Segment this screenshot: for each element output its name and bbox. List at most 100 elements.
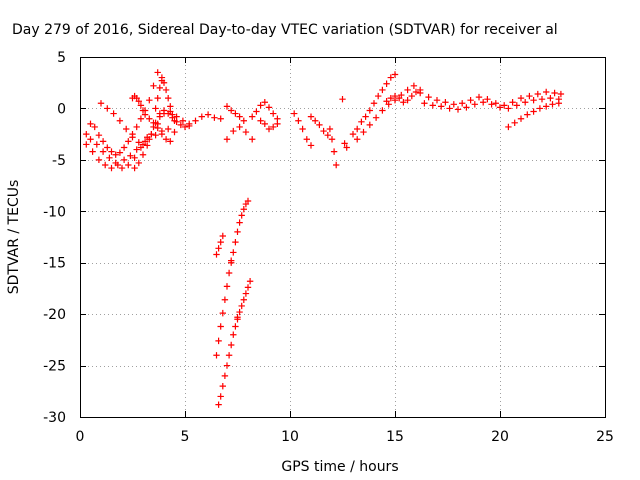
data-point xyxy=(154,124,161,132)
data-point xyxy=(152,105,159,112)
series-arc-v xyxy=(213,232,226,258)
data-point xyxy=(95,156,103,164)
data-point xyxy=(517,94,525,102)
y-tick-label: -30 xyxy=(43,410,66,426)
data-point xyxy=(144,134,151,141)
data-point xyxy=(137,102,145,109)
data-point xyxy=(162,86,170,94)
data-point xyxy=(95,131,103,139)
data-point xyxy=(404,86,411,94)
data-point xyxy=(417,89,424,97)
data-point xyxy=(488,101,495,108)
data-point xyxy=(144,142,151,149)
data-point xyxy=(501,102,508,109)
y-tick-label: -25 xyxy=(43,359,66,375)
data-point xyxy=(551,89,558,97)
data-point xyxy=(372,114,380,121)
data-point xyxy=(557,90,565,98)
data-point xyxy=(232,238,239,246)
data-point xyxy=(240,296,247,303)
data-point xyxy=(154,94,161,102)
series-arc-p xyxy=(349,71,399,138)
data-point xyxy=(429,102,436,109)
data-point xyxy=(509,99,516,106)
data-point xyxy=(158,130,166,138)
data-point xyxy=(244,197,252,205)
data-point xyxy=(270,123,277,131)
data-point xyxy=(480,99,487,106)
series-arc-b xyxy=(83,125,178,172)
data-point xyxy=(549,101,556,108)
data-point xyxy=(391,92,399,100)
data-point xyxy=(379,86,386,94)
data-point xyxy=(375,92,382,100)
data-point xyxy=(534,90,541,98)
axis-ticks xyxy=(80,57,606,418)
series-arc-f xyxy=(129,92,174,145)
data-point xyxy=(171,128,178,136)
data-point xyxy=(236,219,243,226)
data-point xyxy=(265,125,273,133)
x-tick-label: 25 xyxy=(596,429,614,445)
data-point xyxy=(223,283,231,290)
series-arc-x xyxy=(228,197,252,266)
x-tick-label: 10 xyxy=(281,429,299,445)
y-tick-label: 0 xyxy=(57,101,66,117)
x-tick-label: 15 xyxy=(386,429,404,445)
data-point xyxy=(83,130,90,138)
data-point xyxy=(383,80,390,87)
data-point xyxy=(316,121,323,129)
data-point xyxy=(146,115,153,122)
y-tick-labels: 5 0 -5 -10 -15 -20 -25 -30 xyxy=(43,50,66,426)
series-arc-m xyxy=(307,113,331,139)
data-point xyxy=(471,101,478,108)
data-point xyxy=(228,341,235,349)
data-point xyxy=(213,251,220,258)
data-point xyxy=(230,127,237,135)
data-point xyxy=(240,117,247,124)
data-point xyxy=(219,309,226,317)
data-point xyxy=(236,113,243,120)
data-point xyxy=(274,120,281,128)
data-point xyxy=(91,123,98,131)
series-arc-l xyxy=(291,110,315,149)
data-point xyxy=(324,131,331,139)
x-tick-label: 20 xyxy=(491,429,509,445)
data-point xyxy=(391,71,399,78)
series-arc-n xyxy=(326,125,340,169)
data-point xyxy=(141,138,149,145)
data-point xyxy=(150,119,157,127)
data-point xyxy=(366,121,373,129)
y-tick-label: -10 xyxy=(43,204,66,220)
data-point xyxy=(148,130,155,138)
data-point xyxy=(133,123,140,131)
data-point xyxy=(421,100,428,107)
data-point xyxy=(135,98,142,105)
data-point xyxy=(120,144,128,151)
data-point xyxy=(125,138,132,145)
data-point xyxy=(211,114,218,121)
data-point xyxy=(125,161,132,169)
data-point xyxy=(232,323,239,330)
data-point xyxy=(146,97,153,104)
data-point xyxy=(354,136,361,143)
data-point xyxy=(450,101,457,108)
data-point xyxy=(438,103,445,110)
data-point xyxy=(307,142,315,149)
data-point xyxy=(354,125,361,133)
data-point xyxy=(442,99,449,106)
data-point xyxy=(408,92,415,100)
data-point xyxy=(492,100,499,107)
data-point xyxy=(410,82,418,89)
x-tick-label: 5 xyxy=(181,429,190,445)
data-point xyxy=(228,259,235,266)
data-point xyxy=(106,154,113,161)
data-point xyxy=(87,136,94,143)
data-point xyxy=(242,128,250,136)
y-tick-label: -15 xyxy=(43,256,66,272)
data-point xyxy=(547,94,554,102)
series-arc-h xyxy=(223,123,256,143)
chart-title: Day 279 of 2016, Sidereal Day-to-day VTE… xyxy=(12,22,558,38)
data-point xyxy=(526,92,533,100)
data-point xyxy=(246,278,254,285)
